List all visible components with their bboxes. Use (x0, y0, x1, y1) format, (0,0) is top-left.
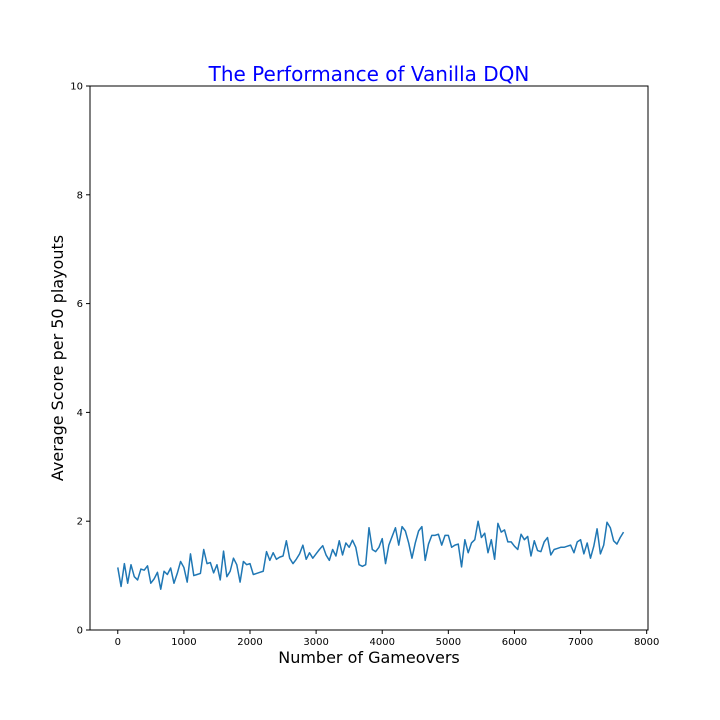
y-tick-label: 6 (77, 299, 83, 310)
x-tick-label: 3000 (303, 637, 328, 648)
chart-title: The Performance of Vanilla DQN (208, 62, 530, 86)
x-axis-ticks: 0 1000 2000 3000 4000 5000 6000 7000 8000 (115, 630, 659, 648)
x-tick-label: 7000 (568, 637, 593, 648)
y-tick-label: 10 (70, 82, 83, 93)
y-axis-title: Average Score per 50 playouts (48, 235, 67, 481)
x-tick-label: 5000 (436, 637, 461, 648)
series-layer (117, 520, 625, 590)
x-tick-label: 0 (115, 637, 121, 648)
x-tick-label: 8000 (634, 637, 659, 648)
x-tick-label: 6000 (502, 637, 527, 648)
x-tick-label: 4000 (369, 637, 394, 648)
series-line-0 (117, 520, 625, 590)
y-tick-label: 0 (77, 626, 83, 637)
x-tick-label: 2000 (237, 637, 262, 648)
x-axis-title: Number of Gameovers (278, 648, 460, 667)
y-tick-label: 2 (77, 517, 83, 528)
y-tick-label: 8 (77, 190, 83, 201)
plot-area-frame (89, 85, 649, 631)
x-tick-label: 1000 (171, 637, 196, 648)
y-tick-label: 4 (77, 408, 83, 419)
y-axis-ticks: 0 2 4 6 8 10 (70, 82, 90, 637)
